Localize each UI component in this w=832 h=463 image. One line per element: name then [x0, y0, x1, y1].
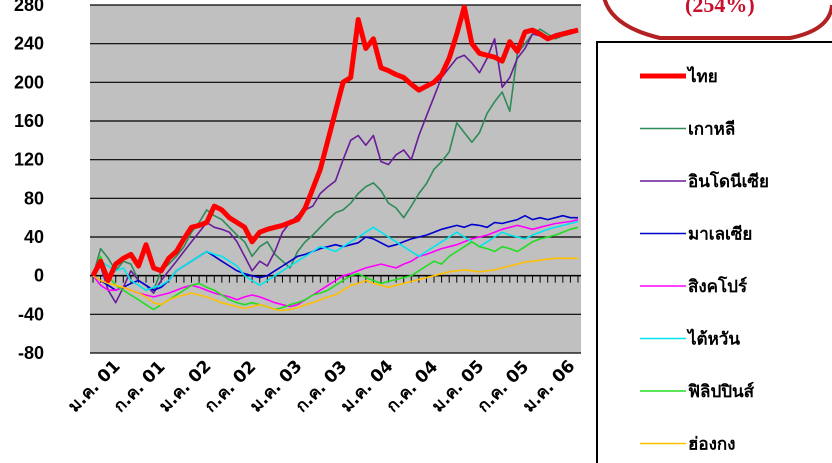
y-tick-label: 240 [14, 34, 44, 54]
callout-border [602, 0, 832, 40]
series-line-4 [92, 218, 579, 308]
series-line-0 [90, 5, 579, 283]
y-tick-label: 280 [14, 0, 44, 15]
legend-label: มาเลเซีย [688, 224, 752, 245]
legend-label: สิงคโปร์ [688, 276, 748, 297]
y-tick-label: 80 [24, 188, 44, 208]
y-tick-label: 200 [14, 72, 44, 92]
y-tick-label: -80 [18, 343, 44, 363]
series-line-2 [92, 28, 579, 304]
legend-label: เกาหลี [688, 119, 735, 140]
series-line-6 [92, 226, 579, 311]
y-tick-label: 0 [34, 266, 44, 286]
series-line-5 [92, 220, 579, 292]
legend-box [596, 41, 832, 463]
callout-bubble: (254%) [600, 0, 832, 40]
legend-label: ไต้หวัน [686, 329, 740, 350]
x-axis-labels: ม.ค. 01ก.ค. 01ม.ค. 02ก.ค. 02ม.ค. 03ก.ค. … [64, 356, 579, 416]
y-axis: -80 -40 0 40 80 120 160 200 240 280 [14, 0, 44, 363]
y-tick-label: 120 [14, 150, 44, 170]
series-line-1 [92, 28, 579, 292]
legend-label: ฟิลิปปินส์ [688, 381, 755, 402]
legend: ไทยเกาหลีอินโดนีเซียมาเลเซียสิงคโปร์ไต้ห… [640, 66, 769, 455]
x-tick-label: ม.ค. 06 [519, 356, 579, 416]
series-lines [90, 5, 579, 312]
y-tick-label: 160 [14, 111, 44, 131]
legend-label: อินโดนีเซีย [688, 171, 769, 192]
legend-label: ฮ่องกง [688, 435, 735, 455]
callout-text: (254%) [685, 0, 755, 17]
y-tick-label: 40 [24, 227, 44, 247]
series-line-7 [92, 257, 578, 312]
y-tick-label: -40 [18, 304, 44, 324]
legend-label: ไทย [686, 66, 718, 87]
